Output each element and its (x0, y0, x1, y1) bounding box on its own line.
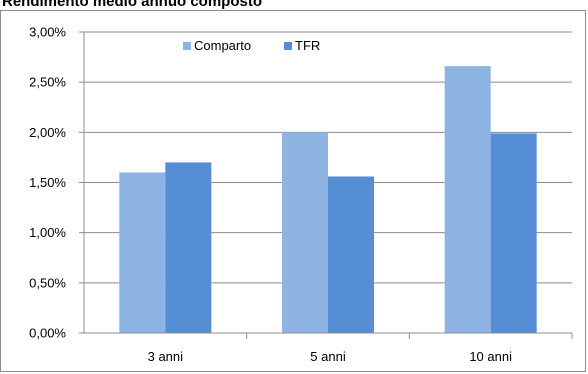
bar-comparto-0 (119, 172, 166, 333)
bar-comparto-1 (282, 132, 328, 333)
bar-tfr-2 (490, 133, 537, 333)
y-tick-label: 0,00% (29, 326, 66, 341)
y-tick-label: 1,00% (29, 225, 66, 240)
y-tick-label: 2,00% (29, 125, 66, 140)
bars (119, 66, 537, 333)
legend-swatch-tfr (284, 42, 292, 50)
y-tick-label: 1,50% (29, 175, 66, 190)
legend-label-comparto: Comparto (194, 38, 251, 53)
bar-tfr-0 (165, 162, 212, 333)
y-tick-label: 2,50% (29, 75, 66, 90)
x-tick-label: 3 anni (148, 349, 184, 364)
bar-tfr-1 (328, 176, 374, 333)
x-tick-label: 5 anni (310, 349, 346, 364)
chart-title: Rendimento medio annuo composto (2, 0, 263, 10)
y-tick-label: 0,50% (29, 275, 66, 290)
legend-swatch-comparto (183, 42, 191, 50)
legend: Comparto TFR (183, 38, 320, 53)
axes: 0,00% 0,50% 1,00% 1,50% 2,00% 2,50% 3,00% 3 ann… (29, 25, 573, 364)
bar-comparto-2 (444, 66, 491, 333)
legend-label-tfr: TFR (295, 38, 320, 53)
x-tick-label: 10 anni (469, 349, 512, 364)
y-tick-label: 3,00% (29, 25, 66, 40)
chart-frame (0, 10, 586, 372)
